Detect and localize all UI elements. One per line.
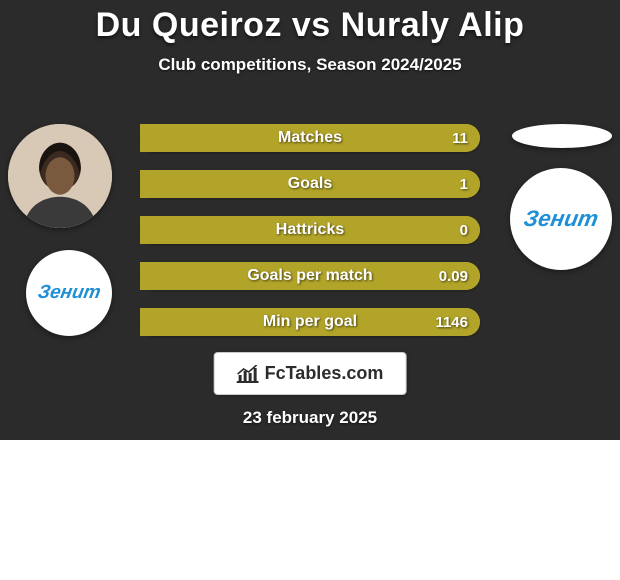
stat-row: Min per goal 1146 (140, 308, 480, 336)
stat-row: Goals 1 (140, 170, 480, 198)
stat-label: Goals (288, 175, 332, 193)
club-logo-text: Зенит (36, 282, 102, 304)
person-icon (8, 124, 112, 228)
footer-date: 23 february 2025 (243, 408, 377, 428)
stat-row: Goals per match 0.09 (140, 262, 480, 290)
club-logo-text: Зенит (522, 206, 601, 232)
right-club-logo: Зенит (510, 168, 612, 270)
stat-value-right: 0.09 (439, 268, 468, 285)
stat-value-right: 0 (460, 222, 468, 239)
right-player-avatar-placeholder (512, 124, 612, 148)
stat-value-right: 11 (452, 130, 468, 147)
chart-icon (237, 365, 259, 383)
brand-text: FcTables.com (265, 363, 384, 384)
right-player-column: Зенит (510, 124, 612, 270)
stat-label: Hattricks (276, 221, 344, 239)
stats-comparison: Matches 11 Goals 1 Hattricks 0 Goals per match… (140, 124, 480, 354)
brand-badge[interactable]: FcTables.com (214, 352, 407, 395)
left-club-logo: Зенит (26, 250, 112, 336)
stat-label: Matches (278, 129, 342, 147)
page-subtitle: Club competitions, Season 2024/2025 (0, 55, 620, 75)
left-player-column: Зенит (8, 124, 112, 336)
stat-row: Matches 11 (140, 124, 480, 152)
stat-value-right: 1 (460, 176, 468, 193)
stat-label: Min per goal (263, 313, 357, 331)
page-title: Du Queiroz vs Nuraly Alip (0, 0, 620, 45)
stat-label: Goals per match (247, 267, 372, 285)
stat-value-right: 1146 (435, 314, 468, 331)
stat-row: Hattricks 0 (140, 216, 480, 244)
left-player-avatar (8, 124, 112, 228)
